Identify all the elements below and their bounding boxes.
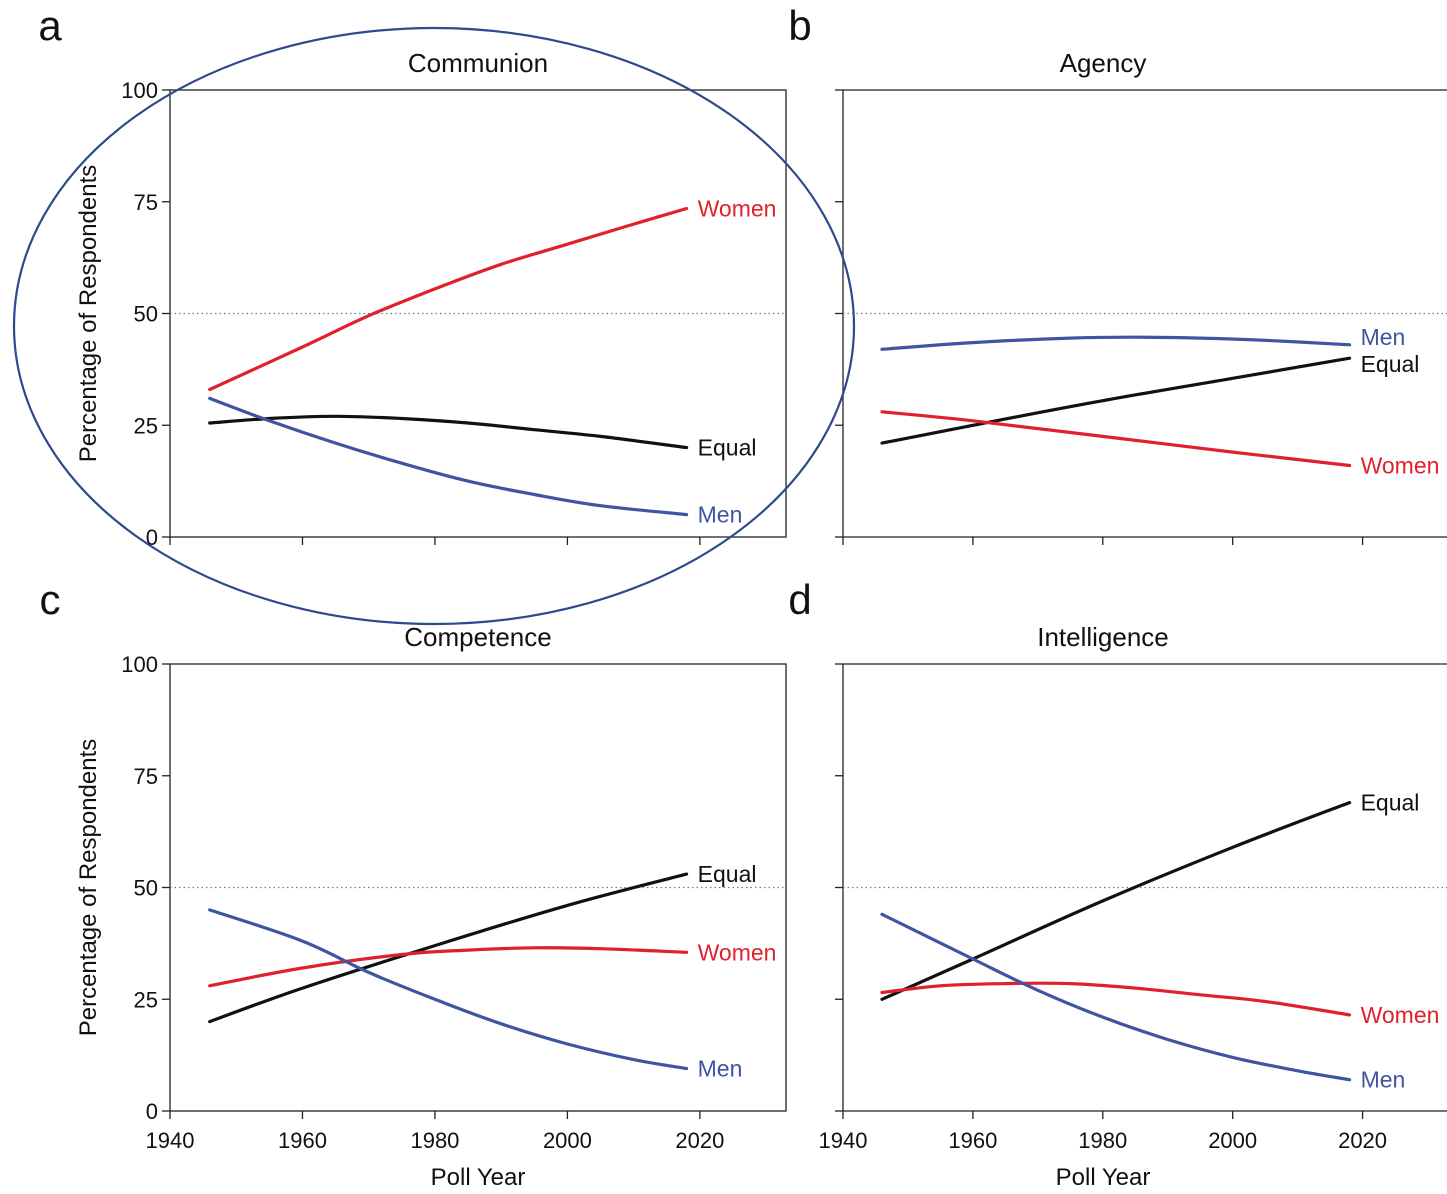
y-axis-label: Percentage of Respondents: [75, 739, 102, 1037]
series-label-women: Women: [698, 939, 777, 965]
series-label-equal: Equal: [1361, 790, 1420, 816]
x-tick-label: 2020: [675, 1128, 724, 1153]
series-label-women: Women: [698, 195, 777, 221]
series-label-equal: Equal: [1361, 351, 1420, 377]
highlight-ellipse: [12, 26, 856, 626]
series-line-equal: [880, 356, 1352, 445]
y-tick-label: 0: [146, 1099, 158, 1124]
y-tick-label: 100: [121, 652, 158, 677]
y-tick-label: 50: [134, 876, 158, 901]
panel-d: d Intelligence 1940 1960 1980 2000 2020 Poll Ye…: [788, 576, 1447, 1191]
panel-title: Intelligence: [1037, 622, 1169, 652]
panel-letter-a: a: [38, 2, 62, 49]
plot-frame: [169, 89, 787, 538]
x-tick-label: 2000: [1208, 1128, 1257, 1153]
x-tick-label: 1960: [278, 1128, 327, 1153]
series-line-women: [880, 410, 1352, 468]
y-tick-label: 75: [134, 190, 158, 215]
x-axis-label: Poll Year: [431, 1164, 526, 1191]
x-tick-label: 1940: [819, 1128, 868, 1153]
series-line-equal: [208, 872, 689, 1024]
panel-title: Communion: [408, 48, 548, 78]
series-line-women: [208, 206, 689, 392]
x-tick-label: 2000: [543, 1128, 592, 1153]
series-line-equal: [880, 801, 1352, 1001]
y-tick-label: 25: [134, 413, 158, 438]
y-tick-label: 25: [134, 987, 158, 1012]
series-label-equal: Equal: [698, 861, 757, 887]
y-tick-label: 75: [134, 764, 158, 789]
series-line-equal: [208, 414, 689, 450]
series-line-men: [880, 912, 1352, 1082]
x-tick-label: 2020: [1338, 1128, 1387, 1153]
series-label-men: Men: [1361, 324, 1406, 350]
x-tick-label: 1940: [146, 1128, 195, 1153]
panel-title: Agency: [1060, 48, 1147, 78]
series-line-women: [208, 946, 689, 988]
x-tick-label: 1980: [1078, 1128, 1127, 1153]
series-label-men: Men: [1361, 1067, 1406, 1093]
plot-frame: [169, 663, 787, 1112]
x-axis-label: Poll Year: [1056, 1164, 1151, 1191]
x-tick-label: 1960: [948, 1128, 997, 1153]
series-line-men: [208, 908, 689, 1071]
series-line-men: [208, 396, 689, 517]
panel-letter-c: c: [40, 576, 61, 623]
panel-letter-d: d: [788, 576, 811, 623]
series-line-men: [880, 335, 1352, 351]
series-label-equal: Equal: [698, 435, 757, 461]
y-tick-label: 50: [134, 302, 158, 327]
chart-panels: a Communion 0 25 50 75 100 Percentage of Respon…: [38, 2, 1447, 1191]
panel-letter-b: b: [788, 2, 811, 49]
panel-title: Competence: [404, 622, 551, 652]
x-tick-label: 1980: [410, 1128, 459, 1153]
series-label-women: Women: [1361, 1002, 1440, 1028]
series-label-men: Men: [698, 502, 743, 528]
panel-c: c Competence 0 25 50 75 100 1940 1960 1980 2000 202…: [40, 576, 787, 1191]
y-tick-label: 100: [121, 78, 158, 103]
series-line-women: [880, 981, 1352, 1017]
y-axis-label: Percentage of Respondents: [75, 165, 102, 463]
series-label-women: Women: [1361, 452, 1440, 478]
series-label-men: Men: [698, 1056, 743, 1082]
